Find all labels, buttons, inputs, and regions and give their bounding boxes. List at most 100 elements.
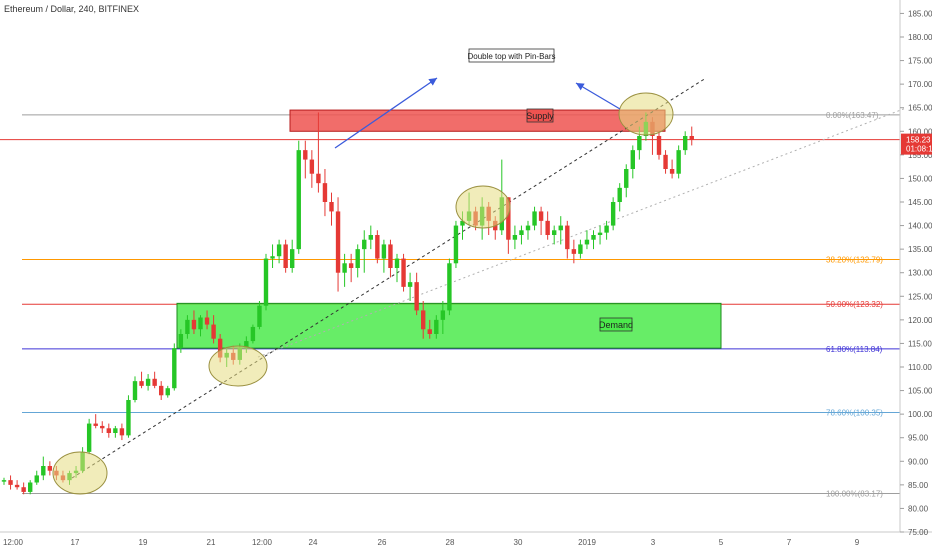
price-tick-13: 120.00 [908,316,932,325]
candle-body-65 [427,329,432,334]
price-tick-10: 135.00 [908,245,932,254]
candle-body-33 [217,338,223,358]
candle-body-81 [532,211,537,226]
candle-body-39 [257,305,262,327]
candle-101 [663,150,668,174]
candle-body-95 [624,169,629,188]
candle-body-47 [309,159,315,174]
candle-body-57 [375,235,380,259]
candle-63 [414,272,419,316]
supply-zone [289,109,666,132]
candle-85 [558,216,563,245]
time-tick-1: 17 [71,538,80,547]
candle-body-32 [211,324,216,339]
fib-label-0: 0.00%(163.47) [826,111,879,120]
candle-41 [270,244,275,268]
candle-86 [565,220,570,259]
candle-91 [597,225,603,245]
candle-body-102 [669,169,675,174]
candle-body-27 [178,334,184,349]
candle-body-62 [407,282,413,287]
time-tick-2: 19 [139,538,148,547]
price-tick-3: 170.00 [908,80,932,89]
candle-body-90 [591,235,596,240]
candle-body-2 [14,484,20,488]
candle-80 [525,220,531,240]
candle-body-13 [86,423,92,452]
candle-body-18 [119,428,125,436]
time-tick-9: 2019 [578,538,596,547]
candle-48 [316,112,321,193]
price-tick-9: 140.00 [908,222,932,231]
candle-body-92 [604,225,609,233]
candle-body-17 [113,428,118,433]
candle-88 [578,239,583,259]
time-tick-10: 3 [651,538,656,547]
time-axis[interactable]: 12:00 17 19 21 12:00 24 26 28 30 2019 3 5 7 9 [3,538,860,547]
double-top-box [468,48,555,63]
time-tick-12: 7 [787,538,792,547]
fib-label-4: 78.60%(100.35) [826,408,883,417]
candle-16 [106,423,111,438]
candle-69 [453,220,459,268]
price-tick-0: 185.00 [908,9,932,18]
candle-body-41 [270,256,275,259]
candle-body-94 [617,187,622,202]
candle-13 [86,418,92,455]
price-tick-18: 95.00 [908,434,929,443]
candle-body-68 [447,263,452,311]
time-tick-0: 12:00 [3,538,24,547]
candle-68 [447,258,452,316]
price-axis[interactable]: 185.00 180.00 175.00 170.00 165.00 160.00 155.… [900,9,932,537]
candle-6 [41,456,46,481]
candle-body-48 [316,173,321,184]
candle-body-89 [584,239,590,245]
candle-79 [519,225,524,245]
candle-body-85 [558,225,563,231]
price-tick-8: 145.00 [908,198,932,207]
candle-body-50 [329,202,334,212]
candle-body-64 [421,310,426,330]
candle-body-44 [290,249,295,268]
candle-18 [119,423,125,441]
demand-label-box [599,317,633,332]
candle-body-5 [34,475,39,483]
time-tick-13: 9 [855,538,860,547]
candle-26 [172,343,177,391]
price-tick-4: 165.00 [908,104,932,113]
candle-body-63 [414,282,419,311]
candle-body-38 [250,326,256,342]
fib-label-3: 61.80%(113.84) [826,345,883,354]
candle-67 [440,301,446,334]
price-tick-7: 150.00 [908,174,932,183]
candle-body-60 [394,258,400,268]
candle-body-70 [460,220,465,226]
candle-body-16 [106,428,111,433]
candle-83 [545,211,550,240]
candle-4 [28,480,33,495]
highlight-ellipse-2 [455,185,511,229]
candle-body-14 [93,423,98,426]
price-tick-2: 175.00 [908,57,932,66]
candle-60 [394,253,400,283]
candle-body-7 [47,466,53,471]
candle-body-103 [676,150,681,174]
candle-51 [335,197,341,292]
candle-body-93 [610,202,616,226]
price-tick-15: 110.00 [908,363,932,372]
fib-label-1: 38.20%(132.79) [826,256,883,265]
candle-28 [185,315,190,339]
time-tick-11: 5 [719,538,724,547]
last-price-badge [901,133,932,155]
candle-body-78 [512,235,518,240]
demand-label: Demand [599,320,633,330]
chart-title: Ethereum / Dollar, 240, BITFINEX [4,4,139,14]
double-top-label: Double top with Pin-Bars [467,52,555,61]
candle-95 [624,164,629,198]
candle-104 [683,131,688,155]
candle-20 [132,376,138,403]
candle-27 [178,329,184,353]
time-tick-5: 24 [309,538,318,547]
time-tick-4: 12:00 [252,538,273,547]
